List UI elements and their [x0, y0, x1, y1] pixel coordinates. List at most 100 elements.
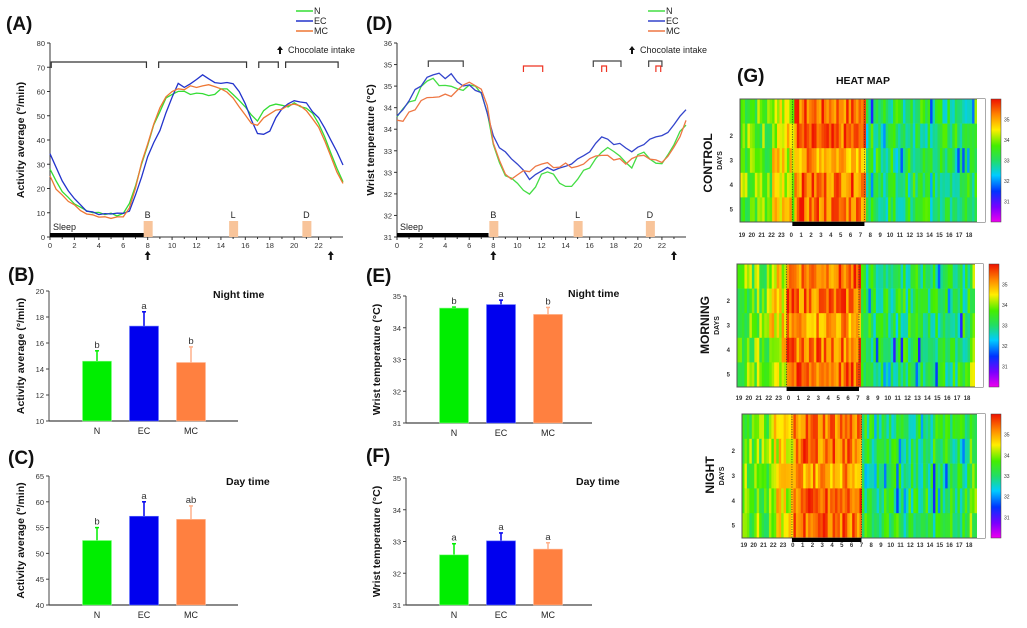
heatmap-cell [841, 148, 845, 174]
heatmap-cell [761, 264, 765, 289]
heatmap-cell [837, 438, 841, 464]
significance-letter: a [498, 289, 504, 300]
heatmap-cell [967, 488, 971, 514]
colorbar-tick-label: 33 [1002, 324, 1008, 330]
heatmap-cell [962, 123, 966, 149]
heatmap-cell [883, 288, 887, 314]
heatmap-cell [796, 99, 800, 124]
heatmap-cell [751, 463, 755, 489]
heatmap-cell [944, 99, 948, 124]
heatmap-cell [915, 172, 919, 198]
heatmap-cell [764, 264, 768, 289]
y-axis-title: Wrist temperature (°C) [371, 304, 383, 415]
x-tick-label: 14 [217, 241, 225, 250]
heatmap-cell [964, 123, 968, 149]
heatmap-cell [952, 337, 956, 363]
heatmap-cell [761, 463, 765, 489]
heatmap-cell [744, 488, 748, 514]
heatmap-cell [744, 414, 748, 440]
heatmap-cell [756, 513, 760, 539]
y-tick-label: 40 [37, 136, 45, 145]
heatmap-cell [826, 264, 830, 289]
heatmap-cell [861, 438, 865, 464]
heatmap-cell [947, 148, 951, 174]
heatmap-cell [826, 337, 830, 363]
heatmap-cell [793, 438, 797, 464]
heatmap-cell [846, 197, 850, 223]
heatmap-cell [920, 313, 924, 339]
heatmap-cell [827, 513, 831, 539]
heatmap-cell [858, 197, 862, 223]
heatmap-cell [776, 264, 780, 289]
heatmap-cell [857, 463, 860, 489]
heatmap-cell [881, 414, 885, 440]
heatmap-cell [925, 463, 929, 489]
heatmap-cell [964, 513, 968, 539]
significance-letter: a [141, 491, 147, 502]
heatmap-cell [947, 99, 951, 124]
heatmap-cell [875, 99, 879, 124]
heatmap-cell [930, 123, 933, 149]
heatmap-cell [915, 148, 919, 174]
heatmap-cell [836, 197, 840, 223]
heatmap-cell [856, 264, 859, 289]
y-tick-label: 34 [393, 324, 401, 333]
heatmap-cell [967, 513, 971, 539]
heatmap-cell [798, 288, 802, 314]
x-tick-label: 18 [266, 241, 274, 250]
heatmap-cell [771, 463, 775, 489]
heatmap-cell [935, 172, 938, 198]
significance-bracket [285, 61, 339, 68]
x-tick-label: 11 [897, 543, 904, 549]
heatmap-cell [756, 414, 760, 440]
heatmap-cell [942, 313, 946, 339]
heatmap-cell [757, 172, 761, 198]
heatmap-cell [908, 337, 911, 363]
heatmap-cell [759, 438, 762, 464]
heatmap-cell [885, 313, 889, 339]
x-tick-label: 22 [658, 241, 666, 250]
heatmap-cell [849, 463, 853, 489]
heatmap-cell [905, 99, 909, 124]
heatmap-cell [860, 337, 864, 363]
heatmap-cell [902, 99, 906, 124]
heatmap-cell [776, 438, 780, 464]
heatmap-cell [854, 414, 858, 440]
heatmap-cell [868, 197, 872, 223]
heatmap-cell [910, 148, 914, 174]
heatmap-cell [784, 288, 787, 314]
heatmap-cell [856, 148, 859, 174]
significance-bracket [258, 61, 279, 68]
heatmap-cell [865, 148, 869, 174]
heatmap-cell [812, 438, 816, 464]
heatmap-cell [945, 337, 949, 363]
heatmap-cell [947, 414, 951, 440]
heatmap-cell [880, 99, 884, 124]
heatmap-cell [806, 362, 810, 388]
heatmap-cell [880, 288, 884, 314]
heatmap-cell [947, 337, 951, 363]
y-tick-label: 32 [393, 569, 401, 578]
heatmap-cell [858, 264, 862, 289]
bar-EC [129, 515, 159, 606]
heatmap-cell [766, 313, 770, 339]
heatmap-cell [803, 488, 807, 514]
y-tick-label: 60 [36, 498, 44, 507]
heatmap-cell [823, 99, 827, 124]
heatmap-cell [756, 463, 760, 489]
heatmap-cell [920, 362, 924, 388]
heatmap-cell [907, 197, 911, 223]
heatmap-cell [903, 337, 906, 363]
heatmap-cell [925, 99, 929, 124]
heatmap-cell [857, 438, 860, 464]
heatmap-cell [885, 362, 889, 388]
heatmap-cell [859, 488, 863, 514]
heatmap-cell [795, 414, 799, 440]
heatmap-cell [819, 197, 822, 223]
x-tick-label: 6 [121, 241, 125, 250]
heatmap-cell [930, 288, 934, 314]
x-tick-label: 8 [866, 396, 870, 402]
heatmap-cell [895, 337, 899, 363]
heatmap-cell [812, 414, 816, 440]
